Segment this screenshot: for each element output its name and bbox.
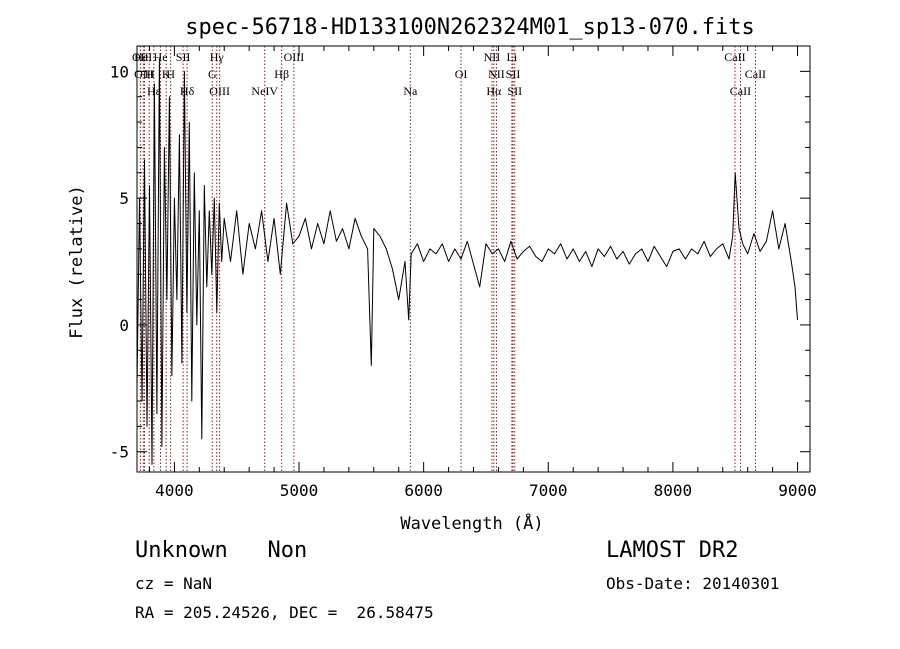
y-tick-label: 5 [119,189,129,208]
line-marker-label: NeIV [251,84,278,98]
y-tick-label: 10 [110,62,129,81]
spectrum-series [136,58,798,465]
line-marker-label: NII [484,50,501,64]
x-tick-label: 9000 [778,481,817,500]
survey-text: LAMOST DR2 [606,538,739,563]
line-marker-label: Hγ [210,50,225,64]
line-marker-label: NII [488,67,505,81]
line-marker-label: OIII [284,50,305,64]
line-marker-label: SII [507,84,522,98]
line-marker-label: Hε [147,84,161,98]
x-tick-label: 4000 [155,481,194,500]
x-tick-label: 7000 [529,481,568,500]
line-marker-label: SII [506,67,521,81]
line-marker-label: Hβ [274,67,289,81]
axis-ticks [137,46,810,472]
line-marker-label: G [208,67,217,81]
line-marker-label: HeI [134,50,152,64]
obs-date-text: Obs-Date: 20140301 [606,574,780,593]
line-marker-label: Hδ [180,84,195,98]
x-tick-label: 6000 [404,481,443,500]
y-tick-label: -5 [110,443,129,462]
line-marker-label: K [162,67,171,81]
x-tick-label: 8000 [654,481,693,500]
plot-frame [136,45,811,473]
line-marker-label: CaII [745,67,766,81]
line-marker-label: Li [507,50,518,64]
spectrum-line [136,58,798,465]
line-marker-label: OIII [209,84,230,98]
line-marker-label: He [154,50,168,64]
line-marker-label: OII [132,50,149,64]
line-marker-label: H [145,67,154,81]
y-tick-label: 0 [119,316,129,335]
line-marker-label: OI [455,67,468,81]
line-marker-label: OIII [134,67,155,81]
chart-title: spec-56718-HD133100N262324M01_sp13-070.f… [185,15,755,40]
line-marker-label: CaII [724,50,745,64]
line-marker-label: SII [176,50,191,64]
cz-text: cz = NaN [135,574,213,593]
coordinates-text: RA = 205.24526, DEC = 26.58475 [135,603,434,622]
classification-text: Unknown Non [135,538,308,563]
line-marker-label: Na [403,84,418,98]
line-marker-label: H [166,67,175,81]
axis-tick-labels: 4000 5000 6000 7000 8000 9000 -5 0 5 10 [110,62,817,500]
y-axis-label: Flux (relative) [67,185,87,339]
line-markers [139,46,756,472]
line-marker-label: CaII [730,84,751,98]
x-axis-label: Wavelength (Å) [400,512,543,534]
line-marker-label: Hα [486,84,502,98]
x-tick-label: 5000 [280,481,319,500]
